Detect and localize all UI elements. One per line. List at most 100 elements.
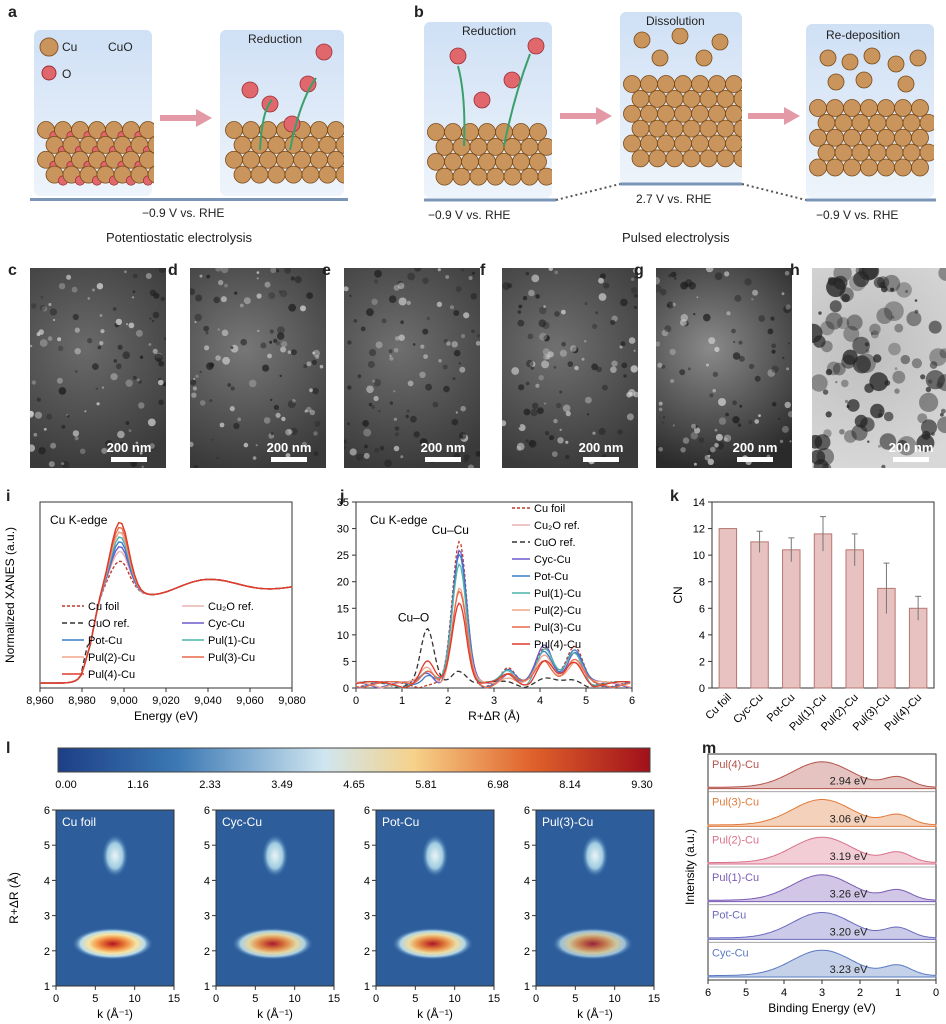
texture-grain (544, 431, 550, 436)
x-tick-label: 9,040 (194, 695, 222, 707)
texture-grain (394, 336, 400, 341)
texture-grain (883, 411, 894, 422)
redeposition-lattice-image (809, 47, 934, 177)
texture-grain (149, 289, 157, 296)
legend-cuo-label: CuO (108, 40, 133, 54)
texture-grain (592, 431, 596, 435)
x-tick-label: 10 (609, 993, 621, 1005)
texture-grain (362, 454, 365, 456)
texture-grain (530, 408, 538, 417)
texture-grain (451, 418, 459, 426)
cu-atom (461, 152, 479, 171)
texture-grain (921, 419, 937, 436)
texture-grain (860, 417, 875, 432)
colorbar-tick-label: 3.49 (271, 779, 292, 791)
texture-grain (420, 344, 425, 349)
texture-grain (905, 289, 909, 294)
series-line-cuo-ref- (355, 627, 631, 689)
cu-atom (887, 55, 905, 73)
texture-grain (230, 346, 234, 350)
colorbar-tick-label: 2.33 (199, 779, 220, 791)
texture-grain (215, 268, 222, 272)
cu-atom (902, 113, 921, 132)
texture-grain (125, 421, 130, 425)
texture-grain (906, 311, 922, 327)
cu-atom (633, 31, 651, 49)
texture-grain (30, 410, 34, 418)
cu-atom (640, 134, 658, 153)
texture-grain (220, 268, 229, 274)
texture-grain (215, 355, 221, 361)
micrograph-texture (812, 268, 946, 468)
texture-grain (771, 349, 776, 354)
texture-grain (630, 277, 635, 281)
texture-grain (543, 402, 547, 405)
texture-grain (732, 400, 737, 406)
texture-grain (737, 423, 742, 427)
texture-grain (555, 402, 562, 409)
cu-atom (648, 89, 667, 108)
o-atom (527, 37, 545, 55)
texture-grain (694, 427, 701, 434)
texture-grain (535, 294, 540, 299)
texture-grain (688, 282, 696, 290)
texture-grain (626, 413, 634, 421)
texture-grain (581, 357, 585, 361)
texture-grain (366, 385, 374, 394)
texture-grain (847, 399, 860, 412)
y-tick-label: 0 (343, 683, 349, 695)
cu-atom (817, 113, 836, 132)
texture-grain (517, 310, 522, 314)
cu-atom (310, 150, 328, 169)
texture-grain (758, 414, 761, 417)
panel-label-c: c (8, 262, 17, 279)
texture-grain (458, 362, 461, 365)
cu-atom (657, 75, 675, 93)
texture-grain (896, 282, 912, 298)
texture-grain (33, 432, 38, 437)
texture-grain (832, 362, 846, 376)
heatmap-peak (232, 927, 313, 960)
micrograph-image-h: 200 nm (812, 268, 946, 468)
y-tick-label: 0 (699, 683, 705, 695)
texture-grain (531, 274, 540, 283)
legend-label: Cyc-Cu (208, 618, 245, 630)
cu-atom (225, 150, 243, 169)
texture-grain (400, 320, 404, 324)
micrograph-image-e: 200 nm (344, 268, 480, 468)
texture-grain (894, 388, 900, 394)
texture-grain (304, 409, 308, 413)
texture-grain (273, 338, 278, 343)
texture-grain (255, 444, 258, 447)
texture-grain (268, 292, 276, 299)
cu-atom (725, 104, 742, 123)
scale-bar-line (737, 457, 773, 462)
texture-grain (79, 448, 86, 455)
colorbar-tick-label: 4.65 (343, 779, 364, 791)
texture-grain (36, 397, 41, 402)
y-tick-label: 5 (343, 656, 349, 668)
series-label: Pul(4)-Cu (712, 759, 759, 771)
texture-grain (476, 333, 480, 338)
texture-grain (31, 303, 37, 309)
legend-label: Cyc-Cu (534, 554, 571, 566)
y-tick-label: 8 (699, 577, 705, 589)
texture-grain (360, 326, 366, 332)
texture-grain (199, 400, 206, 406)
cu-atom (860, 158, 878, 177)
texture-grain (218, 279, 224, 286)
y-axis-label: R+ΔR (Å) (6, 872, 21, 924)
texture-grain (938, 268, 946, 281)
texture-grain (714, 272, 723, 281)
texture-grain (124, 270, 127, 274)
texture-grain (748, 363, 755, 370)
texture-grain (939, 348, 946, 359)
texture-grain (758, 315, 766, 322)
cu-atom (809, 128, 827, 147)
cu-atom (817, 143, 836, 162)
texture-grain (778, 417, 781, 420)
texture-grain (705, 268, 714, 273)
texture-grain (754, 419, 759, 424)
texture-grain (538, 319, 547, 328)
